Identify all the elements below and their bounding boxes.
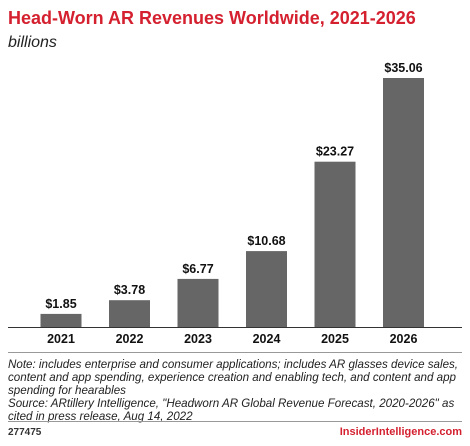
data-label-2021: $1.85 <box>45 297 76 311</box>
notes: Note: includes enterprise and consumer a… <box>8 358 463 423</box>
x-tick-label-2025: 2025 <box>321 332 349 346</box>
bar-2023 <box>177 278 219 327</box>
note-text: Note: includes enterprise and consumer a… <box>8 358 459 397</box>
brand-logo[interactable]: InsiderIntelligence.com <box>339 426 462 438</box>
x-tick-label-2026: 2026 <box>390 332 418 346</box>
footer-divider <box>8 421 462 422</box>
bar-2024 <box>246 251 287 327</box>
chart-subtitle: billions <box>8 34 57 51</box>
bar-2021 <box>40 313 82 327</box>
source-text: Source: ARtillery Intelligence, "Headwor… <box>8 397 455 423</box>
bar-2022 <box>109 300 150 327</box>
data-label-2025: $23.27 <box>316 145 354 159</box>
x-tick-label-2021: 2021 <box>47 332 75 346</box>
x-tick-label-2023: 2023 <box>184 332 212 346</box>
chart-id: 277475 <box>8 427 42 438</box>
x-tick-label-2024: 2024 <box>253 332 281 346</box>
chart-title: Head-Worn AR Revenues Worldwide, 2021-20… <box>8 8 416 28</box>
data-label-2026: $35.06 <box>384 61 422 75</box>
x-tick-label-2022: 2022 <box>116 332 144 346</box>
data-label-2022: $3.78 <box>114 283 145 297</box>
bar-2025 <box>314 161 356 327</box>
chart-divider <box>8 352 462 353</box>
data-label-2023: $6.77 <box>182 262 213 276</box>
bar-chart: $1.85 2021 $3.78 2022 $6.77 2023 $10.68 2024 $23… <box>8 61 462 346</box>
data-label-2024: $10.68 <box>247 234 285 248</box>
bar-2026 <box>383 78 424 327</box>
